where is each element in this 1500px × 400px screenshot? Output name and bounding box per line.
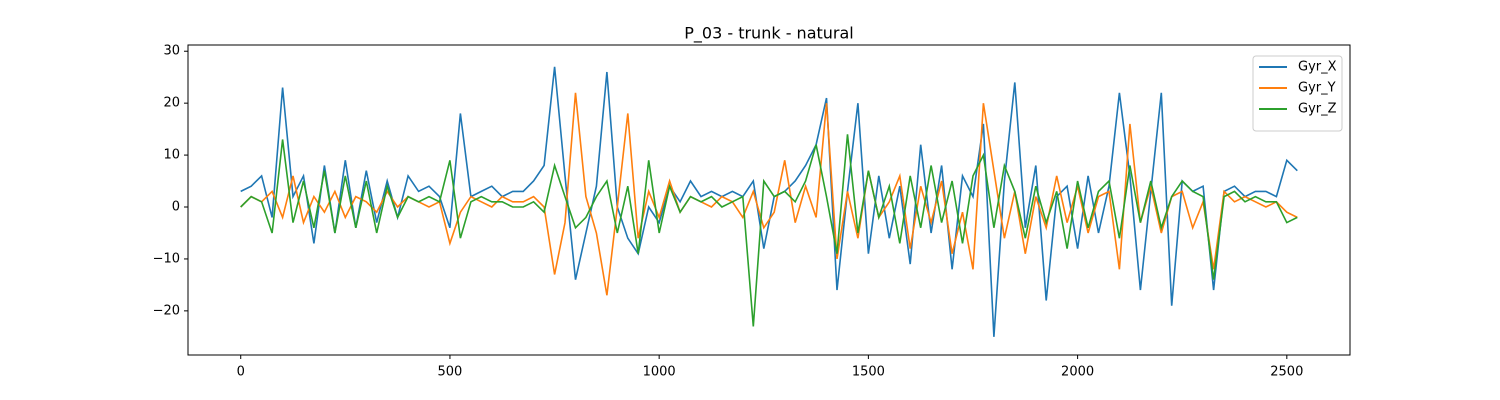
x-tick-label: 1500 (852, 365, 885, 380)
y-tick-label: −20 (153, 303, 180, 318)
y-tick-label: 10 (163, 148, 180, 163)
legend-label: Gyr_Y (1298, 81, 1336, 96)
y-tick-label: −10 (153, 251, 180, 266)
legend-box (1252, 55, 1343, 132)
x-tick-label: 500 (438, 365, 463, 380)
x-tick-label: 0 (237, 365, 245, 380)
chart-title: P_03 - trunk - natural (684, 24, 853, 44)
y-tick-label: 20 (163, 96, 180, 111)
x-tick-label: 2000 (1061, 365, 1094, 380)
y-tick-label: 30 (163, 44, 180, 59)
plot-frame (187, 44, 1351, 356)
series-line (240, 66, 1298, 337)
x-tick-label: 2500 (1270, 365, 1303, 380)
y-tick-label: 0 (172, 200, 180, 215)
legend-label: Gyr_Z (1298, 102, 1337, 117)
series-line (240, 134, 1298, 327)
legend-label: Gyr_X (1298, 60, 1337, 75)
x-tick-label: 1000 (643, 365, 676, 380)
